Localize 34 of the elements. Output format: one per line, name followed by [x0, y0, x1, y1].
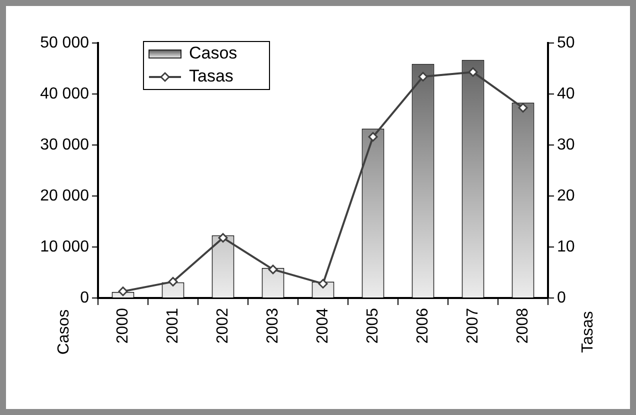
y2-tick-label: 40	[557, 85, 575, 102]
x-tick-label: 2005	[364, 308, 382, 344]
x-tick-label: 2004	[314, 308, 332, 344]
y-tick-label: 30 000	[40, 136, 90, 154]
y-tick-label: 40 000	[40, 85, 90, 102]
point	[168, 276, 178, 286]
legend-label: Casos	[189, 44, 238, 63]
y-tick-label: 20 000	[40, 187, 90, 204]
point	[218, 233, 228, 243]
y-tick-label: 50 000	[40, 34, 90, 52]
point	[418, 72, 428, 82]
legend-label: Tasas	[189, 66, 234, 86]
x-tick-label: 2003	[264, 308, 282, 344]
point	[118, 286, 128, 296]
x-tick-label: 2008	[514, 308, 532, 344]
x-tick-label: 2006	[414, 308, 432, 344]
y2-tick-label: 30	[557, 136, 575, 154]
y2-axis-title: Tasas	[579, 311, 596, 353]
point	[518, 103, 528, 113]
point	[368, 132, 378, 142]
y2-tick-label: 50	[557, 34, 575, 52]
x-tick-label: 2000	[114, 308, 132, 344]
y2-tick-label: 0	[557, 289, 566, 306]
y-tick-label: 0	[80, 289, 90, 306]
point	[268, 264, 278, 274]
x-tick-label: 2007	[464, 308, 482, 344]
point	[318, 278, 328, 288]
y2-tick-label: 20	[557, 187, 575, 204]
y-tick-label: 10 000	[40, 238, 90, 256]
y-axis-title: Casos	[55, 309, 72, 355]
x-tick-label: 2001	[164, 308, 182, 344]
point	[468, 67, 478, 77]
y2-tick-label: 10	[557, 238, 575, 256]
x-tick-label: 2002	[214, 308, 232, 344]
